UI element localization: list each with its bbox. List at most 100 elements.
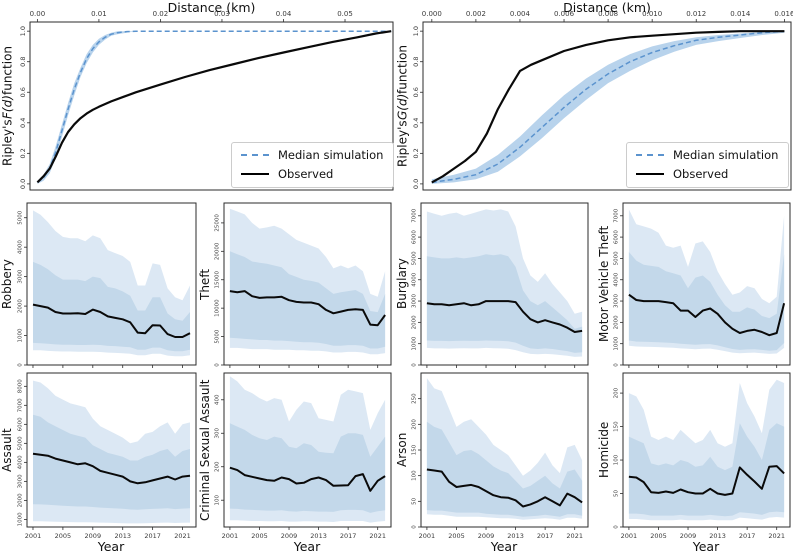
x-tick-label: 0.004: [510, 10, 531, 18]
arson-inner-band: [426, 421, 583, 517]
year-tick-label: 2021: [174, 532, 191, 540]
legend-entry-median: Median simulation: [636, 148, 778, 162]
legend-label-median: Median simulation: [673, 148, 779, 162]
year-tick-label: 2001: [222, 532, 239, 540]
legend-entry-observed: Observed: [241, 167, 383, 181]
y-tick-label: 7000: [18, 398, 24, 412]
year-tick-label: 2021: [566, 532, 583, 540]
legend-label-observed: Observed: [673, 167, 729, 181]
y-tick-label: 1000: [614, 336, 620, 350]
year-tick-label: 2021: [369, 532, 386, 540]
panel-ylabel-homicide: Homicide: [597, 421, 611, 479]
panel-ylabel-burglary: Burglary: [395, 258, 409, 310]
y-tick-label: 250: [412, 393, 418, 404]
y-tick-label: 7000: [412, 208, 418, 222]
legend-label-observed: Observed: [278, 167, 334, 181]
x-tick-label: 0.006: [554, 10, 575, 18]
y-tick-label: 5000: [412, 251, 418, 265]
plot-border: [622, 372, 791, 528]
x-tick-label: 0.03: [214, 10, 230, 18]
y-tick-label: 4000: [412, 272, 418, 286]
year-tick-label: 2021: [768, 532, 785, 540]
year-tick-label: 2017: [340, 532, 357, 540]
y-tick-label: 0: [215, 363, 221, 367]
y-tick-label: 2000: [412, 315, 418, 329]
x-tick-label: 0.04: [276, 10, 292, 18]
f-ylabel-pre: Ripley's: [0, 119, 15, 166]
legend-label-median: Median simulation: [278, 148, 384, 162]
y-tick-label: 4000: [614, 272, 620, 286]
plot-border: [223, 372, 392, 528]
median-line-sample: [241, 154, 269, 156]
y-tick-label: 150: [614, 421, 620, 432]
g-plot-x-axis-title: Distance (km): [563, 0, 651, 15]
y-tick-label: 0: [614, 525, 620, 529]
median-line-sample: [636, 154, 664, 156]
y-tick-label: 0: [614, 363, 620, 367]
robbery-inner-band: [33, 261, 190, 352]
y-tick-label: 0.2: [412, 148, 420, 158]
x-tick-label: 0.008: [598, 10, 618, 18]
ripleys-g-median-line: [431, 30, 785, 184]
y-tick-label: 0: [412, 525, 418, 529]
y-tick-label: 20000: [215, 242, 221, 260]
burglary-observed-line: [426, 300, 583, 333]
y-tick-label: 6000: [412, 230, 418, 244]
y-tick-label: 150: [412, 444, 418, 455]
year-tick-label: 2001: [25, 532, 42, 540]
g-plot-legend: Median simulation Observed: [626, 142, 790, 188]
plot-border: [26, 202, 197, 366]
x-tick-label: 0.00: [30, 10, 46, 18]
y-tick-label: 3000: [18, 269, 24, 283]
x-tick-label: 0.014: [730, 10, 751, 18]
ripleys-g-observed-line: [431, 30, 785, 184]
f-plot-legend: Median simulation Observed: [231, 142, 395, 188]
y-tick-label: 300: [215, 428, 221, 439]
burglary-inner-band: [426, 254, 583, 353]
criminal-sexual-assault-inner-band: [229, 423, 386, 513]
f-plot-x-axis-title: Distance (km): [167, 0, 256, 15]
year-tick-label: 2013: [507, 532, 524, 540]
g-ylabel-func: G(d): [395, 94, 410, 121]
panel-ylabel-theft: Theft: [198, 268, 212, 300]
y-tick-label: 1000: [412, 336, 418, 350]
x-tick-label: 0.000: [422, 10, 442, 18]
y-tick-label: 100: [614, 454, 620, 465]
y-tick-label: 1000: [18, 328, 24, 342]
year-tick-label: 2017: [144, 532, 161, 540]
year-tick-label: 2009: [281, 532, 298, 540]
plot-border: [420, 202, 589, 366]
y-tick-label: 3000: [18, 474, 24, 488]
x-tick-label: 0.05: [337, 10, 353, 18]
x-axis-label-year-col4: Year: [692, 539, 720, 554]
y-tick-label: 1.0: [19, 26, 27, 36]
y-tick-label: 5000: [18, 436, 24, 450]
year-tick-label: 2005: [448, 532, 465, 540]
panel-ylabel-motor-vehicle-theft: Motor Vehicle Theft: [597, 225, 611, 343]
homicide-observed-line: [628, 465, 785, 496]
y-tick-label: 5000: [215, 329, 221, 343]
robbery-observed-line: [32, 303, 191, 338]
y-tick-label: 6000: [18, 417, 24, 431]
ripleys-f-observed-line: [36, 30, 392, 184]
x-tick-label: 0.01: [91, 10, 107, 18]
x-axis-label-year-col2: Year: [293, 539, 321, 554]
y-tick-label: 8000: [18, 379, 24, 393]
y-tick-label: 200: [614, 387, 620, 398]
x-axis-label-year-col3: Year: [490, 539, 518, 554]
plot-border: [29, 21, 394, 191]
y-tick-label: 0.8: [412, 57, 420, 67]
year-tick-label: 2013: [709, 532, 726, 540]
y-tick-label: 0.2: [19, 148, 27, 158]
x-tick-label: 0.012: [686, 10, 706, 18]
y-tick-label: 7000: [614, 208, 620, 222]
x-tick-label: 0.02: [153, 10, 169, 18]
legend-entry-median: Median simulation: [241, 148, 383, 162]
y-tick-label: 4000: [18, 455, 24, 469]
plot-border: [422, 21, 792, 191]
year-tick-label: 2005: [251, 532, 268, 540]
year-tick-label: 2013: [310, 532, 327, 540]
year-tick-label: 2009: [85, 532, 102, 540]
